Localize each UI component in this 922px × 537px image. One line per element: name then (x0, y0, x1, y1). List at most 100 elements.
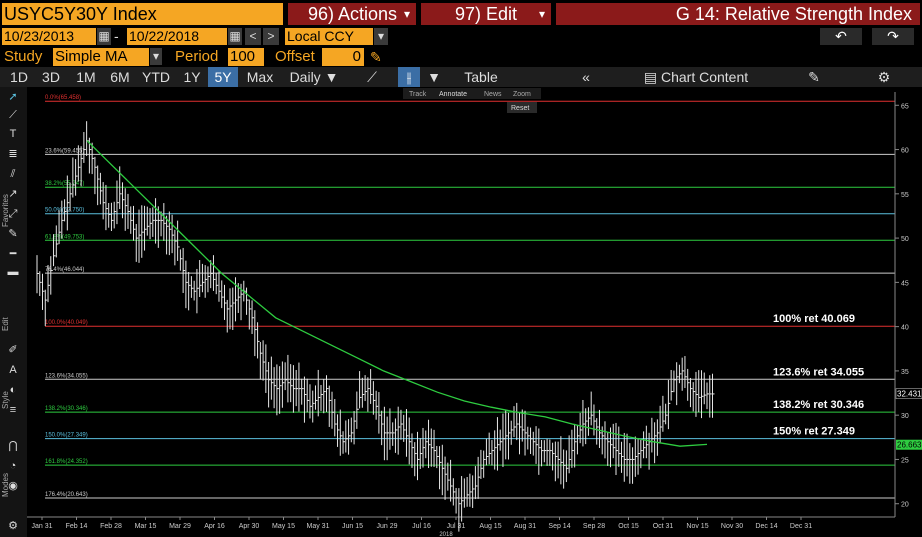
prev-range-button[interactable]: < (245, 28, 261, 45)
frequency-select[interactable]: Daily ▼ (284, 67, 344, 87)
ma-value-tag (896, 439, 922, 450)
width-icon[interactable]: ≡ (9, 404, 17, 416)
x-axis: Jan 31 Feb 14 Feb 28 Mar 15 Mar 29 Apr 16 Apr … (27, 516, 895, 537)
x-tick-label: Jul 31 (447, 523, 466, 530)
eye-icon[interactable]: ◉ (8, 480, 18, 492)
title-bar: USYC5Y30Y Index 96) Actions ▾ 97) Edit ▾… (0, 0, 922, 28)
fib-level-label: 0.0%(65.458) (45, 95, 81, 101)
y-tick-label: 55 (901, 192, 909, 199)
x-tick-label: Oct 15 (618, 523, 639, 530)
cursor-icon[interactable]: ➚ (8, 91, 18, 103)
period-max[interactable]: Max (246, 69, 274, 85)
x-tick-label: Dec 31 (790, 523, 812, 530)
chevron-down-icon[interactable]: ▼ (427, 69, 441, 85)
edit-label: 97) Edit (455, 4, 518, 24)
chart-content-label: Chart Content (660, 69, 749, 85)
pencil-icon[interactable]: ✎ (370, 49, 382, 65)
edit-menu[interactable]: 97) Edit ▾ (421, 3, 551, 25)
calendar-icon[interactable]: ▦ (228, 28, 242, 45)
band-tool-icon[interactable]: ▬ (7, 266, 19, 278)
x-tick-label: Aug 15 (479, 523, 501, 530)
period-3d[interactable]: 3D (42, 69, 60, 85)
track-tab[interactable]: Track (409, 91, 427, 98)
hline-tool-icon[interactable]: ━ (9, 248, 17, 260)
period-1y[interactable]: 1Y (183, 69, 201, 85)
favorites-label: Favorites (1, 194, 10, 227)
y-tick-label: 50 (901, 236, 909, 243)
table-button[interactable]: Table (464, 69, 498, 85)
reset-button[interactable]: Reset (511, 105, 529, 112)
y-tick-label: 45 (901, 280, 909, 287)
actions-menu[interactable]: 96) Actions ▾ (288, 3, 416, 25)
retracement-annotation: 100% ret 40.069 (773, 313, 855, 325)
magnet-icon[interactable]: ⋂ (8, 440, 18, 452)
period-ytd[interactable]: YTD (142, 69, 170, 85)
study-bar: Study Simple MA ▾ Period 100 Offset 0 ✎ (0, 47, 922, 67)
fib-tool-icon[interactable]: ≣ (8, 148, 18, 160)
period-6m[interactable]: 6M (110, 69, 130, 85)
study-select[interactable]: Simple MA (53, 48, 149, 66)
y-tick-label: 35 (901, 369, 909, 376)
offset-label: Offset (275, 48, 315, 65)
calendar-icon[interactable]: ▦ (97, 28, 111, 45)
offset-input[interactable]: 0 (322, 48, 364, 66)
date-separator: - (114, 28, 119, 44)
currency-field[interactable]: Local CCY (285, 28, 373, 45)
x-tick-label: Feb 28 (100, 523, 122, 530)
start-date-field[interactable]: 10/23/2013 (2, 28, 96, 45)
fib-level-label: 150.0%(27.349) (45, 433, 88, 439)
chevron-down-icon: ▾ (538, 7, 545, 21)
x-year-label: 2018 (439, 532, 453, 537)
next-range-button[interactable]: > (263, 28, 279, 45)
bar-chart-icon[interactable]: ⫲ (398, 67, 420, 87)
period-1d[interactable]: 1D (10, 69, 28, 85)
ray-tool-icon[interactable]: ⤢ (8, 208, 18, 220)
chart-content-button[interactable]: ▤ Chart Content (640, 67, 752, 87)
x-tick-label: Dec 14 (755, 523, 777, 530)
ticker-field[interactable]: USYC5Y30Y Index (2, 3, 283, 25)
gear-icon[interactable]: ⚙ (8, 520, 18, 532)
actions-label: 96) Actions (308, 4, 398, 24)
news-tab[interactable]: News (484, 91, 502, 98)
color-icon[interactable]: ◐ (9, 384, 17, 396)
end-date-field[interactable]: 10/22/2018 (127, 28, 227, 45)
edit-tool-icon[interactable]: ✐ (8, 344, 18, 356)
fibonacci-levels: 0.0%(65.458)23.6%(59.455)38.2%(55.747)50… (45, 95, 895, 499)
y-tick-label: 40 (901, 325, 909, 332)
line-tool-icon[interactable]: ⟋ (9, 109, 17, 121)
x-tick-label: Aug 31 (514, 523, 536, 530)
gear-icon[interactable]: ⚙ (877, 69, 891, 85)
retracement-annotation: 123.6% ret 34.055 (773, 366, 864, 378)
undo-icon[interactable]: ↶ (820, 28, 862, 45)
chevron-down-icon: ▾ (403, 7, 410, 21)
chevron-down-icon[interactable]: ▾ (150, 48, 162, 65)
study-title: G 14: Relative Strength Index (556, 3, 920, 25)
x-tick-label: May 31 (307, 523, 330, 530)
arrow-tool-icon[interactable]: ↗ (8, 188, 18, 200)
collapse-icon[interactable]: « (582, 69, 590, 85)
text-style-icon[interactable]: A (9, 364, 17, 376)
x-tick-label: May 15 (272, 523, 295, 530)
text-tool-icon[interactable]: T (9, 128, 17, 140)
y-tick-label: 30 (901, 413, 909, 420)
chevron-down-icon[interactable]: ▾ (374, 28, 388, 45)
channel-tool-icon[interactable]: ⫽ (10, 168, 16, 180)
price-chart[interactable]: 0.0%(65.458) 23.6%(59.455) 38.2%(55.747) 50… (27, 87, 922, 537)
redo-icon[interactable]: ↷ (872, 28, 914, 45)
chart-mode-tabs: Track Annotate News Zoom Reset (403, 88, 541, 113)
period-1m[interactable]: 1M (76, 69, 96, 85)
period-5y[interactable]: 5Y (208, 67, 238, 87)
pen-tool-icon[interactable]: ✎ (8, 228, 18, 240)
modes-label: Modes (1, 472, 10, 497)
fib-level-label: 38.2%(55.747) (45, 181, 84, 187)
period-input[interactable]: 100 (228, 48, 264, 66)
edit-icon[interactable]: ✎ (808, 69, 820, 85)
y-tick-label: 20 (901, 502, 909, 509)
moving-average-line (86, 140, 708, 447)
annotate-tab[interactable]: Annotate (439, 91, 467, 98)
zoom-tab[interactable]: Zoom (513, 91, 531, 98)
x-tick-label: Apr 30 (239, 523, 260, 530)
line-chart-icon[interactable]: ⟋ (367, 69, 377, 85)
lock-icon[interactable]: ◔ (9, 460, 17, 472)
reset-button-bg[interactable] (507, 102, 537, 113)
